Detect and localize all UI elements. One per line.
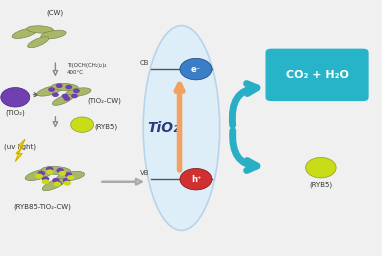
Circle shape: [58, 171, 66, 176]
Circle shape: [56, 83, 63, 88]
Circle shape: [180, 58, 212, 80]
Circle shape: [46, 169, 53, 174]
Circle shape: [1, 88, 30, 107]
Circle shape: [306, 157, 336, 178]
Ellipse shape: [143, 26, 220, 230]
Circle shape: [63, 178, 70, 183]
Circle shape: [71, 117, 94, 132]
Circle shape: [54, 181, 62, 186]
Circle shape: [52, 178, 60, 183]
Text: (CW): (CW): [47, 9, 64, 16]
Ellipse shape: [27, 26, 53, 33]
FancyBboxPatch shape: [265, 49, 369, 101]
Text: (TiO₂-CW): (TiO₂-CW): [88, 97, 122, 104]
Text: VB: VB: [139, 170, 149, 176]
Ellipse shape: [25, 169, 53, 180]
Ellipse shape: [37, 86, 62, 96]
Circle shape: [63, 181, 71, 186]
Circle shape: [46, 167, 53, 172]
Circle shape: [180, 168, 212, 190]
Circle shape: [42, 176, 49, 182]
Circle shape: [73, 89, 80, 93]
Circle shape: [65, 172, 72, 177]
Text: e⁻: e⁻: [191, 65, 201, 74]
Text: (RYB5): (RYB5): [95, 123, 118, 130]
Text: CO₂ + H₂O: CO₂ + H₂O: [286, 70, 348, 80]
Circle shape: [48, 87, 55, 92]
Circle shape: [71, 94, 78, 98]
Ellipse shape: [28, 37, 49, 48]
Polygon shape: [15, 140, 25, 161]
Ellipse shape: [52, 83, 78, 91]
Ellipse shape: [41, 30, 66, 39]
Text: (uv light): (uv light): [4, 143, 36, 150]
Circle shape: [62, 94, 68, 98]
Circle shape: [57, 168, 64, 173]
Ellipse shape: [41, 166, 71, 175]
Circle shape: [37, 171, 45, 176]
Text: h⁺: h⁺: [191, 175, 201, 184]
Ellipse shape: [42, 178, 65, 191]
Ellipse shape: [52, 94, 74, 105]
Text: TiO₂: TiO₂: [147, 121, 179, 135]
Text: (TiO₂): (TiO₂): [5, 109, 25, 116]
Circle shape: [63, 96, 70, 101]
Circle shape: [67, 175, 74, 180]
Text: (RYB85-TiO₂-CW): (RYB85-TiO₂-CW): [13, 204, 71, 210]
Text: Ti(OCH(CH₂)₂)₄
400°C: Ti(OCH(CH₂)₂)₄ 400°C: [67, 63, 106, 75]
Text: (RYB5): (RYB5): [309, 181, 332, 188]
Ellipse shape: [12, 28, 37, 38]
Text: CB: CB: [139, 60, 149, 66]
Circle shape: [52, 92, 59, 97]
Ellipse shape: [57, 171, 84, 181]
Circle shape: [53, 182, 61, 187]
Circle shape: [65, 85, 72, 89]
Circle shape: [42, 179, 49, 184]
Circle shape: [36, 174, 43, 179]
Ellipse shape: [66, 88, 91, 97]
